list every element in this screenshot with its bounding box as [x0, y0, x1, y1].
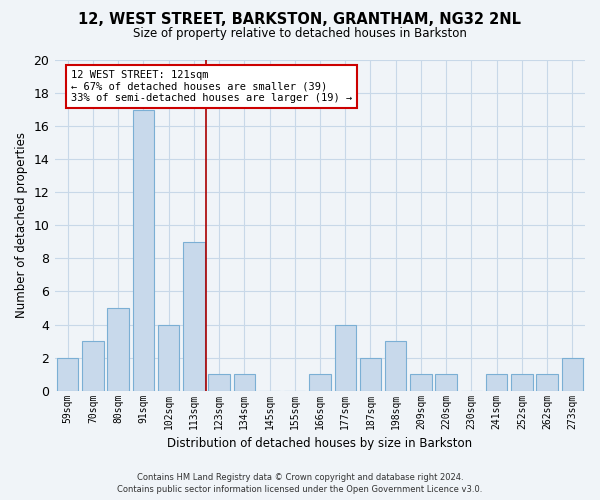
Bar [511, 374, 533, 390]
Bar [335, 324, 356, 390]
Bar [562, 358, 583, 390]
Text: 12 WEST STREET: 121sqm
← 67% of detached houses are smaller (39)
33% of semi-det: 12 WEST STREET: 121sqm ← 67% of detached… [71, 70, 352, 103]
Bar [233, 374, 255, 390]
Bar [107, 308, 129, 390]
Bar [82, 341, 104, 390]
Bar [183, 242, 205, 390]
X-axis label: Distribution of detached houses by size in Barkston: Distribution of detached houses by size … [167, 437, 473, 450]
Text: Contains HM Land Registry data © Crown copyright and database right 2024.
Contai: Contains HM Land Registry data © Crown c… [118, 472, 482, 494]
Bar [57, 358, 79, 390]
Bar [486, 374, 508, 390]
Bar [385, 341, 406, 390]
Bar [309, 374, 331, 390]
Text: Size of property relative to detached houses in Barkston: Size of property relative to detached ho… [133, 28, 467, 40]
Bar [133, 110, 154, 390]
Text: 12, WEST STREET, BARKSTON, GRANTHAM, NG32 2NL: 12, WEST STREET, BARKSTON, GRANTHAM, NG3… [79, 12, 521, 28]
Y-axis label: Number of detached properties: Number of detached properties [15, 132, 28, 318]
Bar [360, 358, 381, 390]
Bar [410, 374, 431, 390]
Bar [158, 324, 179, 390]
Bar [436, 374, 457, 390]
Bar [208, 374, 230, 390]
Bar [536, 374, 558, 390]
